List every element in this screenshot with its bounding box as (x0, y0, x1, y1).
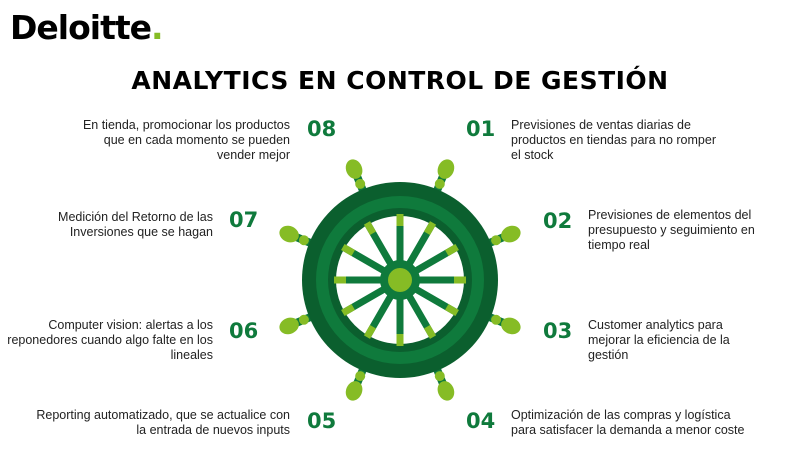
item-08-number: 08 (307, 117, 337, 141)
item-05-line: la entrada de nuevos inputs (136, 423, 290, 437)
wheel-handle-collar (298, 314, 309, 325)
wheel-handle-knob (279, 317, 299, 335)
item-07-line: Medición del Retorno de las (58, 210, 213, 224)
item-07-line: Inversiones que se hagan (69, 225, 213, 239)
item-06-line: reponedores cuando algo falte en los (7, 333, 213, 347)
wheel-handle-collar (434, 178, 445, 189)
wheel-handle-collar (434, 371, 445, 382)
ship-wheel-icon (279, 159, 521, 401)
item-01-number: 01 (466, 117, 496, 141)
item-04-text: Optimización de las compras y logística … (511, 408, 744, 438)
item-04-number: 04 (466, 409, 496, 433)
wheel-handle-knob (501, 317, 521, 335)
page-title: ANALYTICS EN CONTROL DE GESTIÓN (131, 66, 669, 95)
item-06-number: 06 (229, 319, 259, 343)
item-04-line: para satisfacer la demanda a menor coste (511, 423, 745, 437)
wheel-handle-collar (355, 371, 366, 382)
item-07-text: Medición del Retorno de las Inversiones … (58, 210, 213, 240)
item-02-line: Previsiones de elementos del (588, 208, 752, 222)
item-04-line: Optimización de las compras y logística (511, 408, 731, 422)
item-02-line: tiempo real (588, 238, 650, 252)
wheel-handle-collar (491, 235, 502, 246)
item-05-number: 05 (307, 409, 337, 433)
wheel-spokes (334, 214, 466, 346)
item-03-line: mejorar la eficiencia de la (588, 333, 730, 347)
item-02-line: presupuesto y seguimiento en (588, 223, 755, 237)
item-08-line: que en cada momento se pueden (103, 133, 290, 147)
item-02-number: 02 (543, 209, 573, 233)
item-01-line: productos en tiendas para no romper (511, 133, 716, 147)
wheel-spoke-tip (363, 325, 377, 339)
deloitte-logo: Deloitte. (10, 8, 164, 47)
item-05-line: Reporting automatizado, que se actualice… (36, 408, 290, 422)
wheel-spoke-tip (445, 243, 459, 257)
item-08-line: vender mejor (217, 148, 290, 162)
item-03-number: 03 (543, 319, 573, 343)
wheel-spoke-tip (423, 221, 437, 235)
wheel-handle-knob (345, 159, 363, 179)
wheel-handle-collar (491, 314, 502, 325)
wheel-handle-knob (437, 159, 455, 179)
wheel-spoke-tip (341, 243, 355, 257)
wheel-spoke-tip (445, 303, 459, 317)
wheel-spoke-tip (341, 303, 355, 317)
item-06-text: Computer vision: alertas a los reponedor… (7, 318, 213, 363)
item-08-line: En tienda, promocionar los productos (82, 118, 290, 132)
item-08-text: En tienda, promocionar los productos que… (83, 118, 290, 163)
item-03-text: Customer analytics para mejorar la efici… (588, 318, 730, 363)
item-03-line: Customer analytics para (588, 318, 723, 332)
item-06-line: lineales (170, 348, 213, 362)
wheel-spoke-tip (423, 325, 437, 339)
wheel-handle-knob (279, 225, 299, 243)
item-07-number: 07 (229, 208, 259, 232)
wheel-handle-knob (501, 225, 521, 243)
item-01-line: Previsiones de ventas diarias de (511, 118, 691, 132)
wheel-handle-collar (298, 235, 309, 246)
wheel-spoke-tip (363, 221, 377, 235)
wheel-hub-inner (388, 268, 412, 292)
item-01-text: Previsiones de ventas diarias de product… (511, 118, 716, 163)
item-02-text: Previsiones de elementos del presupuesto… (588, 208, 755, 253)
item-01-line: el stock (511, 148, 554, 162)
wheel-handle-collar (355, 178, 366, 189)
item-06-line: Computer vision: alertas a los (48, 318, 213, 332)
wheel-handle-knob (437, 381, 455, 401)
wheel-handle-knob (345, 381, 363, 401)
item-05-text: Reporting automatizado, que se actualice… (36, 408, 290, 438)
item-03-line: gestión (588, 348, 629, 362)
